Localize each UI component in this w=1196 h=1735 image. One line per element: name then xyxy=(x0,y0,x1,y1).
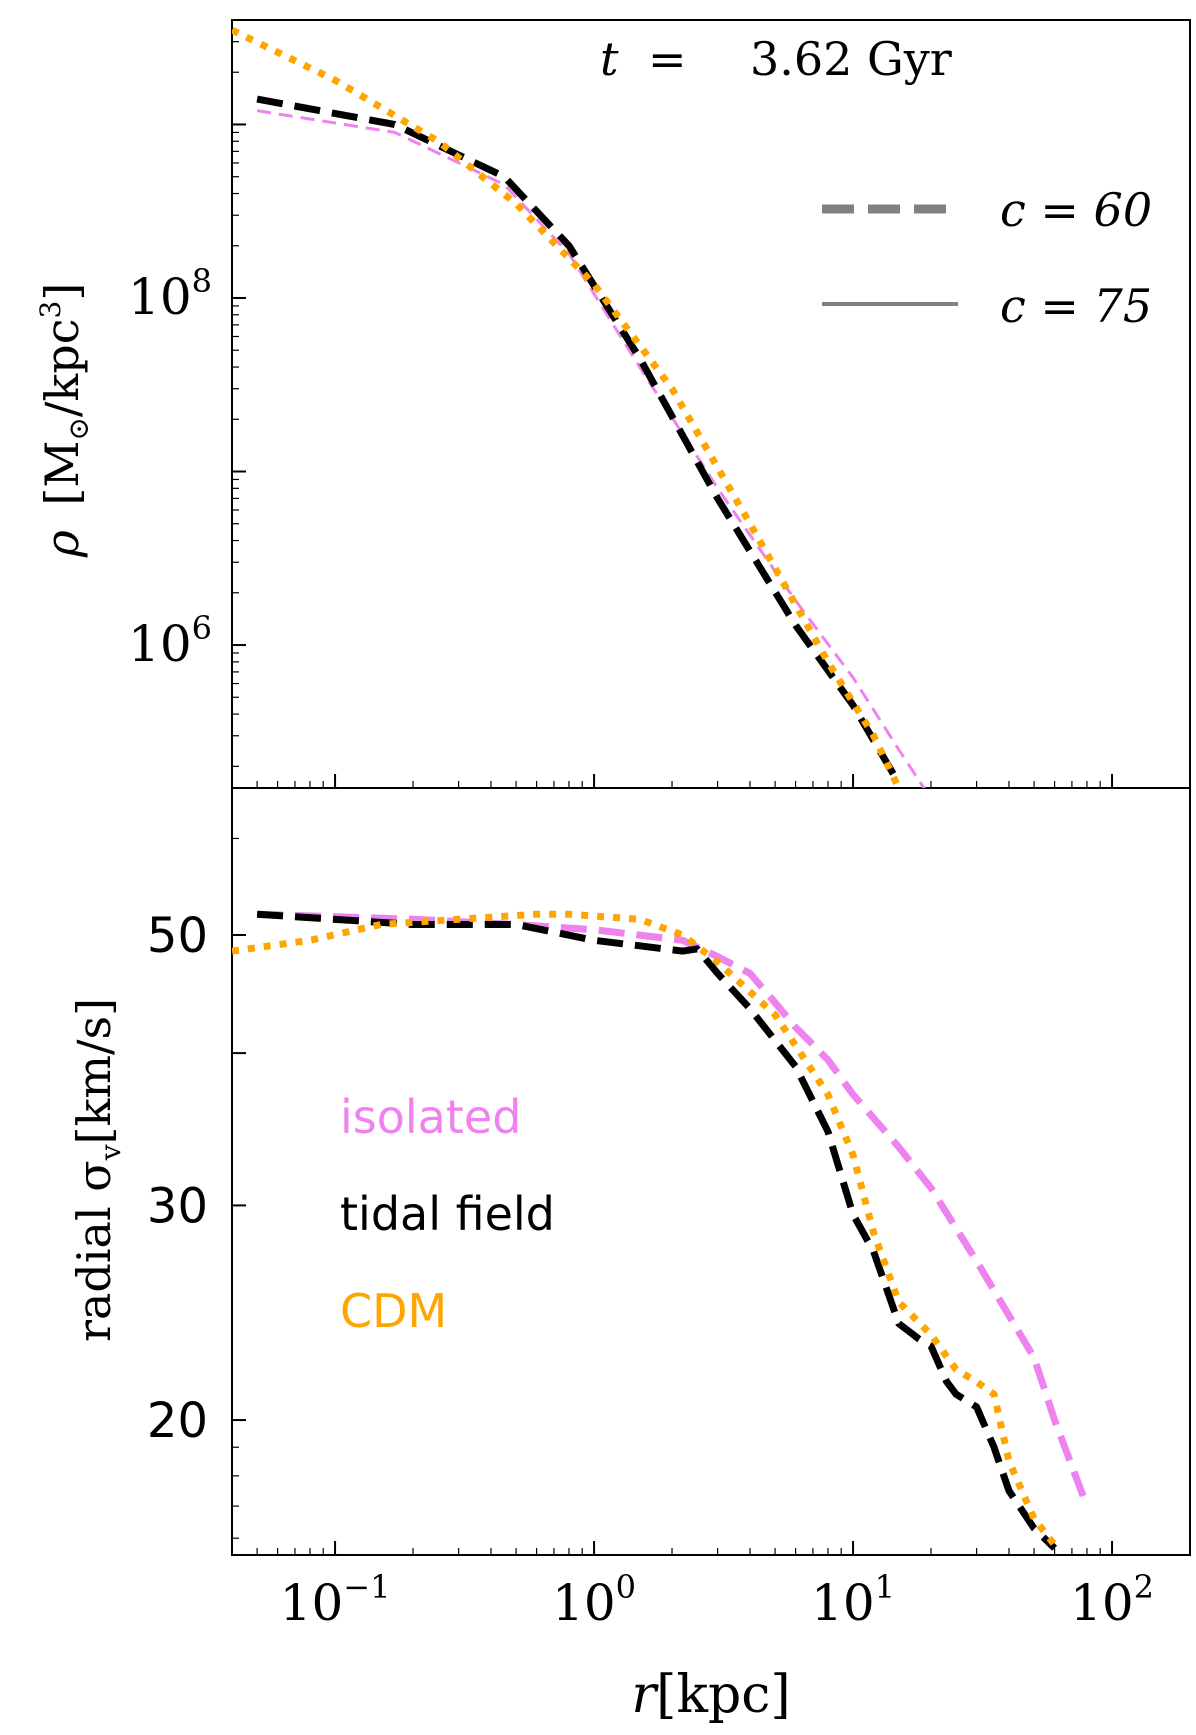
time-label-value: 3.62 Gyr xyxy=(750,32,952,86)
bottom-panel-frame xyxy=(231,787,1191,1556)
time-label-symbol: t xyxy=(600,32,619,86)
svg-text:ρ [M⊙/kpc3]: ρ [M⊙/kpc3] xyxy=(34,283,95,559)
series-line-isolated xyxy=(256,910,1091,1508)
xlabel-r: r xyxy=(631,1665,659,1725)
bottom-ylabel-sub: v xyxy=(94,1144,127,1161)
legend-isolated-label: isolated xyxy=(340,1090,521,1144)
top-panel-frame xyxy=(231,19,1191,789)
series-line-tidal-field xyxy=(256,95,902,785)
bottom-ytick-label: 50 xyxy=(147,908,208,964)
top-ytick-label: 106 xyxy=(128,609,212,673)
xtick-label: 100 xyxy=(552,1568,636,1632)
top-panel-series xyxy=(232,26,926,788)
bottom-y-axis-label: radial σv[km/s] xyxy=(67,998,127,1342)
legend-tidal-label: tidal field xyxy=(340,1187,555,1241)
bottom-ylabel-main: radial σ xyxy=(67,1160,121,1342)
xtick-label: 10−1 xyxy=(280,1568,391,1632)
time-label-equals: = xyxy=(648,32,687,86)
xlabel-unit: [kpc] xyxy=(656,1665,791,1725)
top-ylabel-open: [M xyxy=(35,441,89,506)
top-ylabel-close: ] xyxy=(35,283,89,301)
xtick-label: 102 xyxy=(1070,1568,1154,1632)
x-axis-label: r[kpc] xyxy=(631,1665,790,1725)
legend-c60-label: c = 60 xyxy=(1000,183,1152,237)
series-line-tidal-field xyxy=(256,910,1058,1551)
series-line-isolated xyxy=(256,109,926,788)
bottom-panel-series xyxy=(232,910,1091,1551)
bottom-ytick-label: 30 xyxy=(147,1178,208,1234)
legend-cdm-label: CDM xyxy=(340,1284,447,1338)
bottom-ytick-label: 20 xyxy=(147,1393,208,1449)
svg-text:r[kpc]: r[kpc] xyxy=(631,1665,790,1725)
bottom-ylabel-unit: [km/s] xyxy=(67,998,121,1145)
top-ylabel-rho: ρ xyxy=(35,530,89,558)
top-y-axis-label: ρ [M⊙/kpc3] xyxy=(34,283,95,559)
legend-c75-label: c = 75 xyxy=(1000,279,1152,333)
top-ylabel-rest: /kpc xyxy=(35,319,89,418)
series-line-CDM xyxy=(232,910,1058,1548)
bottom-panel-ticks: 20 30 50 10−1 100 101 102 xyxy=(147,837,1191,1632)
top-ytick-label: 108 xyxy=(128,262,212,326)
xtick-label: 101 xyxy=(811,1568,895,1632)
top-panel-ticks: 1061081010 xyxy=(128,19,1191,788)
top-ylabel-sun: ⊙ xyxy=(62,417,95,440)
svg-text:radial σv[km/s]: radial σv[km/s] xyxy=(67,998,127,1342)
top-ylabel-cube: 3 xyxy=(34,301,67,319)
series-line-CDM xyxy=(232,26,902,788)
